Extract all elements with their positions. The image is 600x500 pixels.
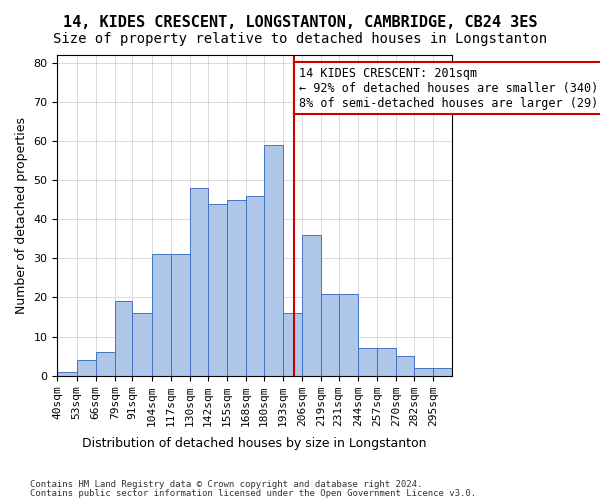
Bar: [246, 196, 263, 376]
Bar: [283, 313, 302, 376]
Bar: [208, 204, 227, 376]
Bar: [302, 235, 321, 376]
Text: Contains public sector information licensed under the Open Government Licence v3: Contains public sector information licen…: [30, 488, 476, 498]
Bar: [433, 368, 452, 376]
Bar: [95, 352, 115, 376]
Bar: [58, 372, 77, 376]
Y-axis label: Number of detached properties: Number of detached properties: [15, 117, 28, 314]
Text: Size of property relative to detached houses in Longstanton: Size of property relative to detached ho…: [53, 32, 547, 46]
Bar: [358, 348, 377, 376]
X-axis label: Distribution of detached houses by size in Longstanton: Distribution of detached houses by size …: [82, 437, 427, 450]
Bar: [152, 254, 171, 376]
Bar: [133, 313, 152, 376]
Bar: [263, 145, 283, 376]
Bar: [171, 254, 190, 376]
Bar: [396, 356, 413, 376]
Text: 14 KIDES CRESCENT: 201sqm
← 92% of detached houses are smaller (340)
8% of semi-: 14 KIDES CRESCENT: 201sqm ← 92% of detac…: [299, 66, 600, 110]
Bar: [190, 188, 208, 376]
Bar: [338, 294, 358, 376]
Bar: [77, 360, 95, 376]
Text: Contains HM Land Registry data © Crown copyright and database right 2024.: Contains HM Land Registry data © Crown c…: [30, 480, 422, 489]
Bar: [413, 368, 433, 376]
Bar: [377, 348, 396, 376]
Text: 14, KIDES CRESCENT, LONGSTANTON, CAMBRIDGE, CB24 3ES: 14, KIDES CRESCENT, LONGSTANTON, CAMBRID…: [63, 15, 537, 30]
Bar: [321, 294, 338, 376]
Bar: [227, 200, 246, 376]
Bar: [115, 302, 133, 376]
